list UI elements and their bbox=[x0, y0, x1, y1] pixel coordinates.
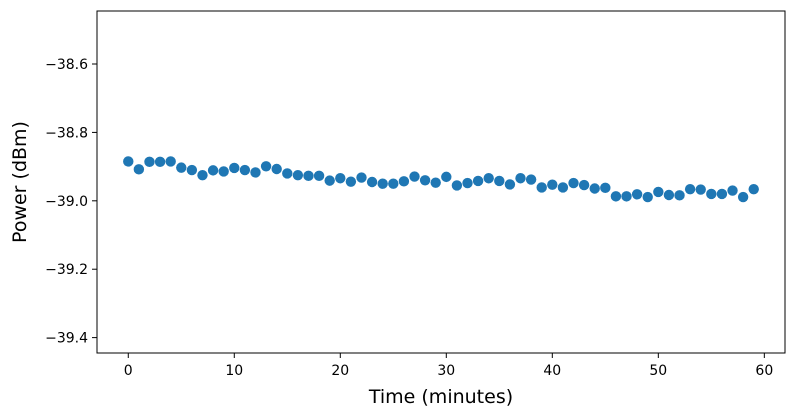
data-point bbox=[154, 156, 166, 168]
y-axis-title: Power (dBm) bbox=[9, 121, 31, 243]
data-point bbox=[716, 188, 728, 200]
data-point bbox=[165, 156, 176, 167]
x-tick-label: 10 bbox=[225, 363, 243, 379]
data-point bbox=[133, 164, 145, 175]
data-point bbox=[536, 182, 547, 193]
plot-frame bbox=[96, 10, 786, 354]
data-point bbox=[271, 163, 282, 175]
x-tick-label: 50 bbox=[649, 363, 667, 379]
x-tick-label: 20 bbox=[331, 363, 349, 379]
data-point bbox=[684, 183, 696, 195]
data-point bbox=[642, 191, 653, 203]
data-markers bbox=[123, 156, 759, 203]
data-point bbox=[674, 190, 685, 201]
data-point bbox=[123, 156, 134, 167]
x-tick-label: 30 bbox=[437, 363, 455, 379]
y-tick-label: −39.4 bbox=[45, 331, 88, 347]
data-point bbox=[525, 174, 537, 185]
data-point bbox=[568, 177, 579, 189]
x-axis-title: Time (minutes) bbox=[368, 386, 513, 408]
data-point bbox=[229, 162, 240, 174]
data-point bbox=[260, 161, 272, 172]
data-point bbox=[663, 189, 675, 201]
data-point bbox=[430, 177, 441, 188]
data-point bbox=[504, 179, 516, 190]
y-tick-label: −39.0 bbox=[45, 194, 88, 210]
data-point bbox=[494, 175, 505, 187]
data-point bbox=[748, 183, 759, 195]
x-tick-label: 60 bbox=[755, 363, 773, 379]
data-point bbox=[398, 176, 410, 187]
data-point bbox=[345, 176, 357, 187]
data-point bbox=[472, 175, 484, 187]
data-point bbox=[176, 162, 187, 173]
x-tick-label: 40 bbox=[543, 363, 561, 379]
data-point bbox=[324, 175, 335, 186]
data-point bbox=[356, 172, 367, 183]
data-point bbox=[600, 182, 611, 194]
x-tick-label: 0 bbox=[124, 363, 133, 379]
data-point bbox=[303, 170, 314, 182]
y-tick-label: −38.8 bbox=[45, 125, 88, 141]
data-point bbox=[282, 168, 293, 179]
data-point bbox=[441, 171, 452, 183]
data-point bbox=[388, 178, 399, 189]
data-point bbox=[653, 186, 664, 198]
data-point bbox=[239, 164, 251, 176]
y-tick-label: −38.6 bbox=[45, 57, 88, 73]
data-point bbox=[706, 188, 717, 200]
data-point bbox=[197, 169, 208, 181]
data-point bbox=[250, 167, 261, 178]
data-point bbox=[451, 180, 463, 191]
data-point bbox=[610, 191, 622, 202]
data-point bbox=[409, 171, 420, 182]
data-point bbox=[462, 177, 473, 189]
data-point bbox=[419, 175, 431, 186]
data-point bbox=[218, 166, 229, 177]
data-point bbox=[631, 189, 643, 200]
data-point bbox=[313, 170, 325, 182]
data-point bbox=[186, 164, 198, 176]
x-axis: 0 10 20 30 40 50 60 bbox=[124, 353, 773, 379]
y-axis: −39.4 −39.2 −39.0 −38.8 −38.6 bbox=[45, 57, 97, 347]
data-point bbox=[695, 184, 706, 195]
data-point bbox=[557, 182, 569, 193]
data-point bbox=[515, 173, 526, 184]
data-point bbox=[737, 191, 749, 203]
data-point bbox=[589, 183, 600, 194]
data-point bbox=[207, 165, 219, 176]
data-point bbox=[366, 176, 378, 188]
data-point bbox=[547, 179, 558, 190]
data-point bbox=[377, 178, 388, 189]
data-point bbox=[483, 173, 494, 184]
data-point bbox=[144, 156, 155, 168]
y-tick-label: −39.2 bbox=[45, 262, 88, 278]
data-point bbox=[292, 169, 304, 181]
data-point bbox=[335, 173, 346, 184]
data-point bbox=[727, 185, 738, 196]
data-point bbox=[578, 179, 590, 191]
data-point bbox=[621, 191, 632, 202]
